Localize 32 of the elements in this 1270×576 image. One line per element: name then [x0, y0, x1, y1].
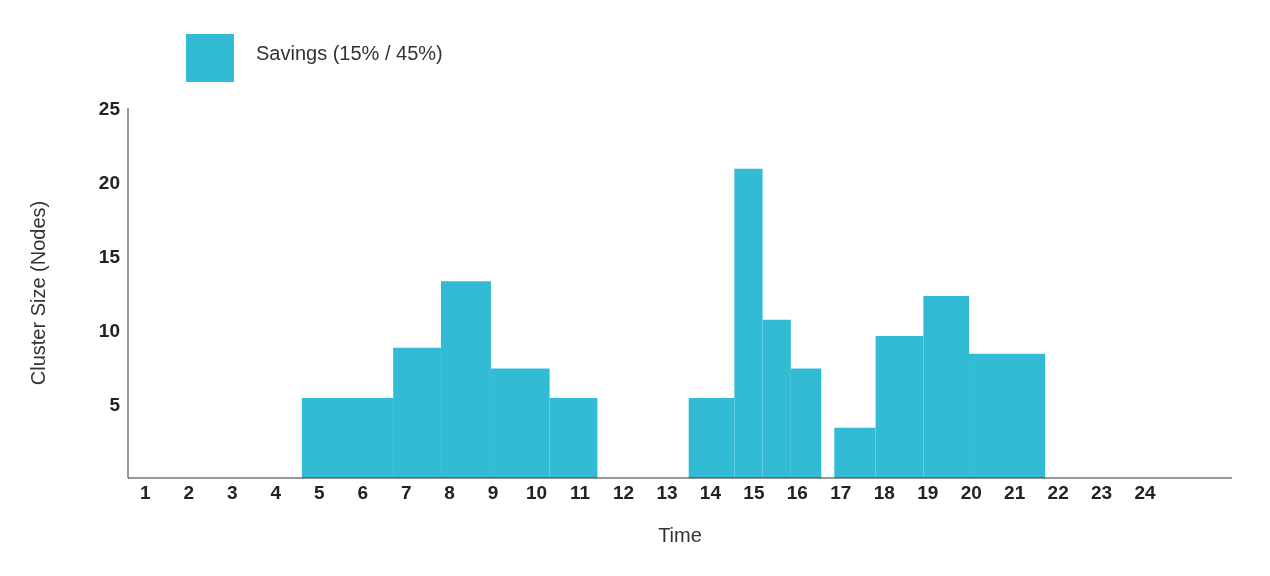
x-tick-label: 11	[569, 482, 591, 504]
x-tick-label: 24	[1134, 482, 1157, 504]
x-tick-label: 7	[400, 482, 412, 504]
x-tick-label: 14	[699, 482, 722, 504]
x-tick-label: 16	[786, 482, 808, 504]
x-tick-label: 9	[487, 482, 499, 504]
x-tick-label: 10	[526, 482, 548, 504]
x-tick-label: 3	[227, 482, 238, 504]
legend-label: Savings (15% / 45%)	[256, 41, 443, 66]
x-axis-title: Time	[658, 524, 702, 546]
y-axis-title: Cluster Size (Nodes)	[27, 200, 50, 386]
y-tick-label: 25	[98, 97, 121, 119]
x-tick-label: 17	[830, 482, 852, 504]
x-tick-label: 8	[444, 482, 455, 504]
x-tick-label: 22	[1047, 482, 1069, 504]
x-tick-label: 23	[1091, 482, 1113, 504]
x-tick-label: 19	[917, 482, 939, 504]
x-tick-label: 1	[140, 482, 152, 504]
y-tick-label: 10	[98, 319, 120, 341]
y-tick-label: 15	[98, 245, 121, 267]
x-tick-label: 2	[183, 482, 195, 504]
y-tick-label: 20	[98, 171, 120, 193]
x-tick-label: 12	[612, 482, 635, 504]
x-tick-label: 6	[357, 482, 368, 504]
x-tick-label: 5	[313, 482, 325, 504]
x-tick-label: 20	[960, 482, 982, 504]
x-tick-label: 4	[270, 482, 282, 504]
x-tick-label: 21	[1004, 482, 1026, 504]
x-tick-label: 13	[656, 482, 678, 504]
x-tick-label: 18	[873, 482, 895, 504]
x-tick-label: 15	[743, 482, 765, 504]
y-tick-label: 5	[109, 393, 121, 415]
